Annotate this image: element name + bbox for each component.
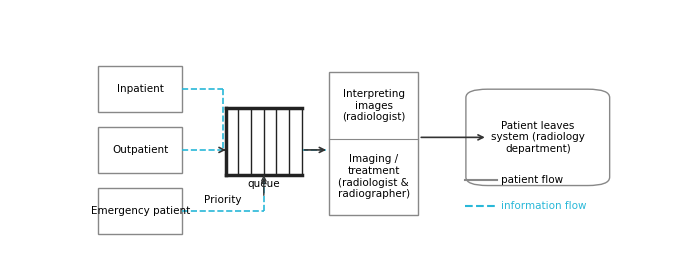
FancyBboxPatch shape [329, 72, 419, 215]
Text: Interpreting
images
(radiologist): Interpreting images (radiologist) [342, 89, 405, 122]
FancyBboxPatch shape [98, 127, 183, 173]
Text: Patient leaves
system (radiology
department): Patient leaves system (radiology departm… [491, 121, 584, 154]
Text: Imaging /
treatment
(radiologist &
radiographer): Imaging / treatment (radiologist & radio… [337, 154, 409, 199]
Text: Priority: Priority [204, 195, 242, 205]
Text: patient flow: patient flow [501, 175, 563, 185]
Text: Outpatient: Outpatient [112, 145, 169, 155]
Text: information flow: information flow [501, 202, 587, 211]
FancyBboxPatch shape [466, 89, 610, 186]
Text: Emergency patient: Emergency patient [91, 206, 190, 216]
FancyBboxPatch shape [98, 66, 183, 112]
Text: Inpatient: Inpatient [117, 84, 164, 94]
FancyBboxPatch shape [98, 188, 183, 234]
Text: queue: queue [248, 180, 280, 190]
